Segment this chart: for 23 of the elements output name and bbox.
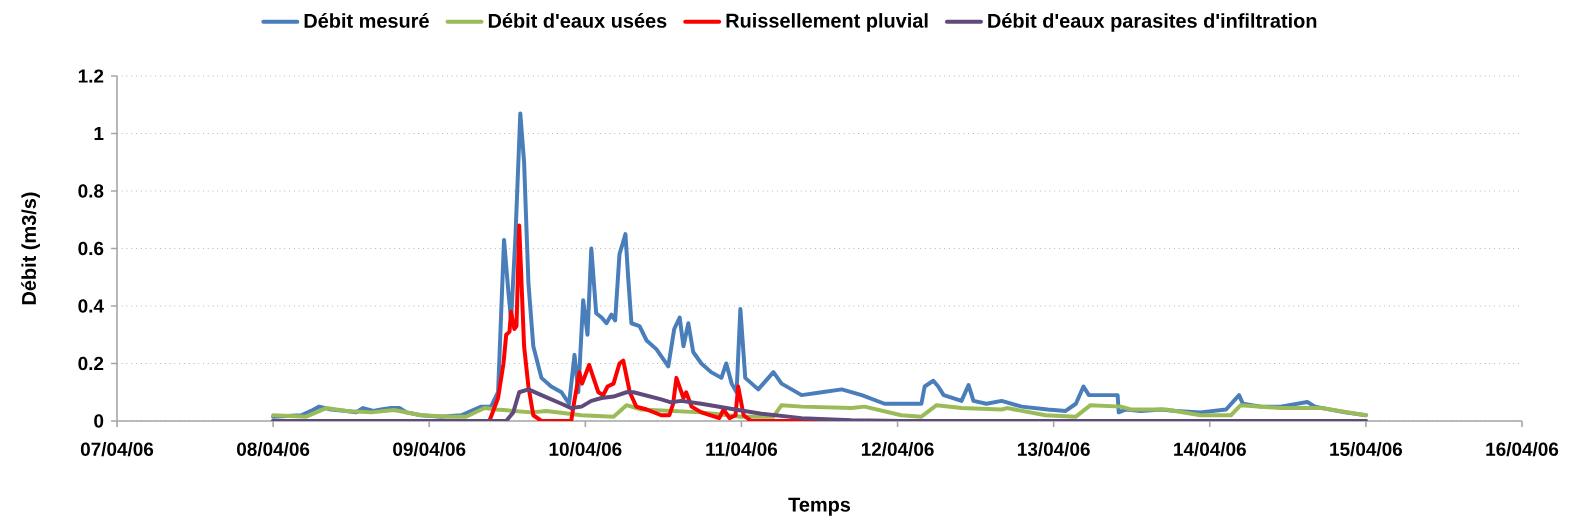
x-tick-label: 16/04/06: [1486, 442, 1559, 457]
x-tick-label: 13/04/06: [1018, 442, 1090, 457]
y-tick-label: 0: [94, 414, 104, 428]
x-tick-label: 09/04/06: [393, 442, 466, 457]
y-tick-label: 1.2: [78, 69, 104, 83]
legend-label: Débit d'eaux parasites d'infiltration: [988, 13, 1317, 32]
y-tick-label: 1: [94, 126, 104, 141]
x-tick-label: 11/04/06: [706, 442, 778, 457]
legend-label: Débit d'eaux usées: [488, 13, 667, 28]
x-axis-title: Temps: [788, 497, 851, 516]
y-axis-title: Débit (m3/s): [21, 192, 40, 305]
x-tick-label: 08/04/06: [237, 442, 310, 457]
y-tick-label: 0.2: [78, 356, 104, 371]
x-tick-label: 15/04/06: [1330, 442, 1403, 457]
x-tick-label: 10/04/06: [549, 442, 622, 457]
x-tick-label: 07/04/06: [80, 442, 154, 457]
y-tick-label: 0.6: [78, 241, 104, 256]
y-tick-label: 0.8: [78, 184, 104, 198]
legend-label: Ruissellement pluvial: [726, 13, 928, 32]
x-tick-label: 14/04/06: [1174, 442, 1246, 457]
legend-label: Débit mesuré: [304, 13, 429, 28]
x-tick-label: 12/04/06: [861, 442, 934, 457]
y-tick-label: 0.4: [78, 299, 104, 313]
